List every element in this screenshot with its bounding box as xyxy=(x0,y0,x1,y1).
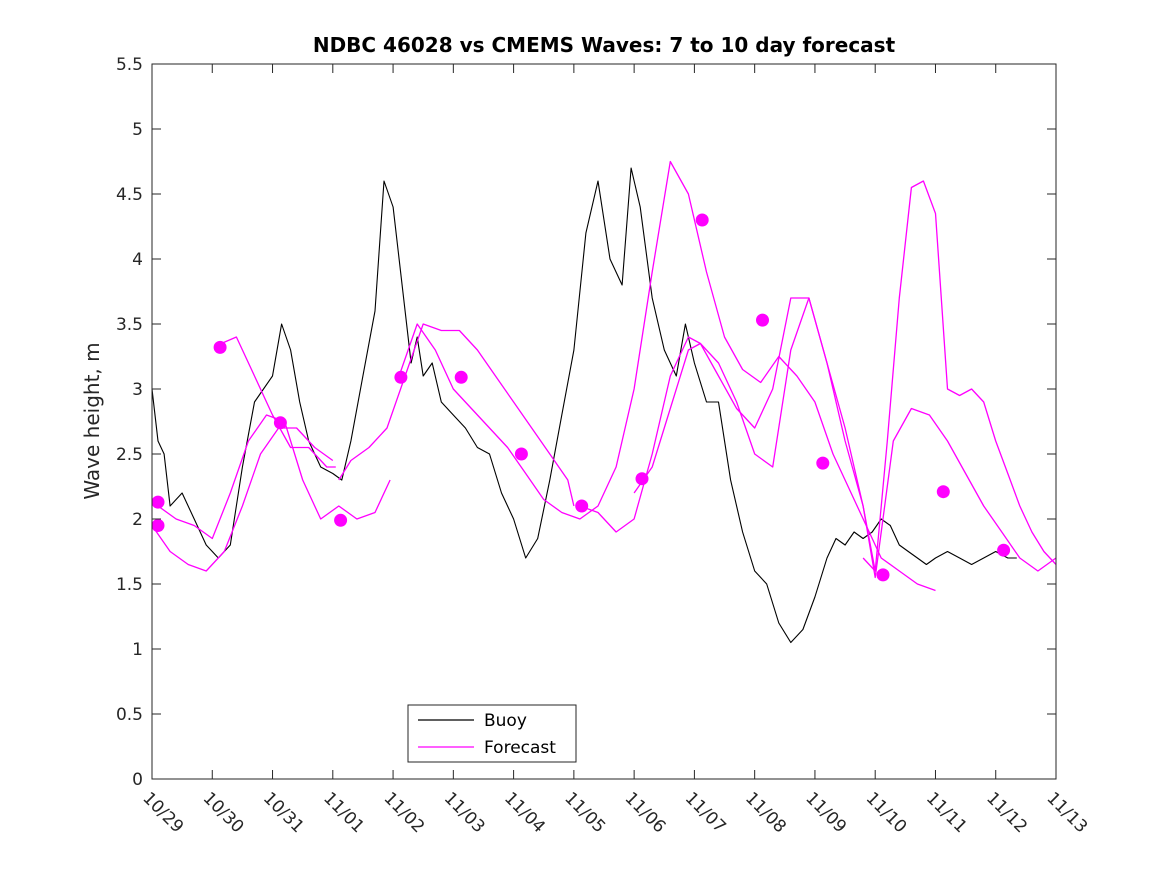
forecast-marker xyxy=(936,485,950,499)
buoy-layer xyxy=(151,167,1017,644)
forecast-line-3 xyxy=(157,414,391,540)
forecast-marker xyxy=(997,543,1011,557)
forecast-marker-layer xyxy=(151,213,1011,582)
forecast-marker xyxy=(816,456,830,470)
forecast-line-4 xyxy=(338,323,575,507)
forecast-line-1 xyxy=(221,336,336,468)
forecast-marker xyxy=(394,370,408,384)
y-tick-label: 3.5 xyxy=(116,315,143,335)
forecast-marker xyxy=(454,370,468,384)
y-tick-label: 1 xyxy=(132,640,143,660)
buoy-line xyxy=(151,167,1017,644)
y-tick-label: 1.5 xyxy=(116,575,143,595)
y-tick-label: 3 xyxy=(132,380,143,400)
y-tick-label: 0 xyxy=(132,770,143,790)
y-tick-label: 4.5 xyxy=(116,185,143,205)
forecast-line-2 xyxy=(151,427,334,572)
forecast-line-8 xyxy=(862,180,1057,572)
forecast-layer xyxy=(151,160,1057,592)
axes-frame xyxy=(151,63,1057,780)
forecast-marker xyxy=(151,519,165,532)
legend-forecast-label: Forecast xyxy=(484,738,556,758)
chart-title: NDBC 46028 vs CMEMS Waves: 7 to 10 day f… xyxy=(313,33,896,57)
forecast-line-5 xyxy=(398,160,936,592)
forecast-marker xyxy=(575,499,589,513)
forecast-marker xyxy=(514,447,528,461)
y-tick-label: 0.5 xyxy=(116,705,143,725)
legend: Buoy Forecast xyxy=(407,704,577,763)
forecast-line-7 xyxy=(633,297,1057,579)
plot-area xyxy=(152,64,1056,779)
y-axis-label: Wave height, m xyxy=(80,342,104,499)
legend-buoy-label: Buoy xyxy=(484,711,527,731)
forecast-marker xyxy=(756,313,769,327)
forecast-marker xyxy=(334,513,348,527)
y-tick-label: 2.5 xyxy=(116,445,143,465)
forecast-marker xyxy=(273,416,287,430)
forecast-marker xyxy=(876,568,890,582)
forecast-marker xyxy=(635,472,649,486)
forecast-marker xyxy=(695,213,709,227)
y-tick-label: 2 xyxy=(132,510,143,530)
forecast-marker xyxy=(151,495,165,509)
y-tick-label: 4 xyxy=(132,250,143,270)
forecast-marker xyxy=(213,340,227,354)
y-tick-label: 5 xyxy=(132,120,143,140)
y-tick-label: 5.5 xyxy=(116,55,143,75)
legend-box xyxy=(407,704,577,763)
